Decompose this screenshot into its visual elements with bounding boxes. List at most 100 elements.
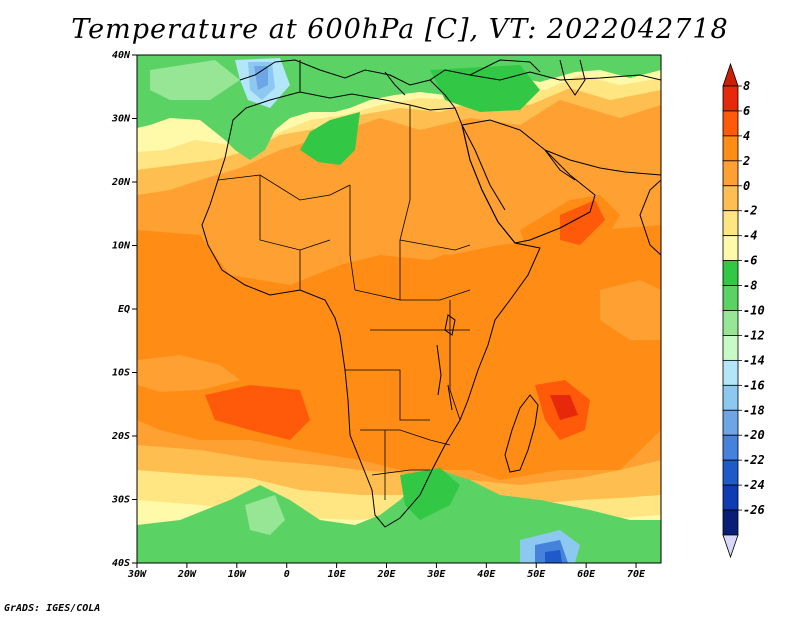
field-cold-patch xyxy=(245,495,285,535)
colorbar-label: -18 xyxy=(743,403,765,417)
lon-label: 20E xyxy=(376,569,396,580)
colorbar-label: -6 xyxy=(743,254,757,268)
levant-coastline xyxy=(429,79,456,109)
colorbar-box xyxy=(722,210,739,237)
field-band xyxy=(600,280,661,340)
colorbar-box xyxy=(722,285,739,311)
colorbar-label: 6 xyxy=(743,104,750,118)
lon-label: 60E xyxy=(577,569,596,580)
blacksea-coastline xyxy=(469,59,541,76)
border-line xyxy=(354,289,471,301)
lake-victoria xyxy=(444,314,456,336)
colorbar-label: -4 xyxy=(743,229,757,243)
lat-label: 40N xyxy=(112,50,131,61)
lat-label: 40S xyxy=(112,558,130,569)
colorbar-label: 2 xyxy=(742,154,750,168)
colorbar-box xyxy=(722,135,739,162)
colorbar-label: 8 xyxy=(743,79,750,93)
field-hot-patch xyxy=(550,395,578,420)
lake-malawi xyxy=(447,384,453,411)
field-band xyxy=(400,468,460,520)
colorbar-label: 0 xyxy=(743,179,750,193)
colorbar-label: -12 xyxy=(743,328,765,342)
colorbar-box xyxy=(722,509,739,536)
lat-label: 30S xyxy=(111,495,130,506)
field-band xyxy=(300,112,360,165)
colorbar-label: -16 xyxy=(743,378,765,392)
lat-label: 30N xyxy=(111,114,131,125)
lon-label: 40E xyxy=(477,569,496,580)
colorbar-box xyxy=(722,310,739,336)
colorbar-label: -22 xyxy=(743,453,765,467)
persia-coastline xyxy=(544,149,661,176)
colorbar-box xyxy=(722,359,739,386)
field-cold-patch xyxy=(545,550,562,563)
border-line xyxy=(217,174,351,201)
redsea-coastline xyxy=(461,124,506,211)
lat-label: 10N xyxy=(112,241,131,252)
colorbar: 8 6 4 2 0 -2 -4 -6 -8 -10 -12 -14 -16 -18 -20 -22 -24 -26 xyxy=(722,62,765,559)
chart-title: Temperature at 600hPa [C], VT: 202204271… xyxy=(71,14,729,45)
caspian-coastline xyxy=(559,59,586,96)
lon-label: 50E xyxy=(527,569,546,580)
lon-label: 0 xyxy=(284,569,290,580)
india-coastline xyxy=(639,179,661,256)
colorbar-label: -2 xyxy=(743,204,757,218)
lon-label: 10E xyxy=(328,569,347,580)
madagascar-coastline xyxy=(504,394,539,473)
colorbar-box xyxy=(722,484,739,511)
footer-credit: GrADS: IGES/COLA xyxy=(4,603,101,614)
lake-tanganyika xyxy=(436,344,442,396)
colorbar-label: -24 xyxy=(743,478,765,492)
colorbar-label: -26 xyxy=(743,503,765,517)
colorbar-box xyxy=(722,434,739,461)
field-hot-patch xyxy=(205,385,310,440)
border-line xyxy=(349,185,356,291)
lon-label: 30W xyxy=(127,569,147,580)
border-line xyxy=(345,369,430,421)
colorbar-box xyxy=(722,384,739,411)
africa-coastline xyxy=(201,91,541,528)
border-line xyxy=(360,429,451,446)
colorbar-label: -14 xyxy=(743,353,765,367)
lat-label: 10S xyxy=(112,368,130,379)
gulf-coastline xyxy=(544,149,576,181)
lat-label: 20N xyxy=(111,177,131,188)
field-hot-patch xyxy=(560,200,605,245)
lon-label: 30E xyxy=(426,569,446,580)
field-cold-patch xyxy=(254,66,268,90)
colorbar-box xyxy=(722,235,739,262)
colorbar-bottom-arrow xyxy=(722,534,739,559)
lon-label: 10W xyxy=(228,569,247,580)
colorbar-box xyxy=(722,160,739,187)
lon-label: 20W xyxy=(177,569,197,580)
colorbar-box xyxy=(722,110,739,137)
lat-label: EQ xyxy=(118,304,130,315)
colorbar-label: -8 xyxy=(743,279,757,293)
field-band xyxy=(150,60,240,100)
colorbar-box xyxy=(722,185,739,212)
border-line xyxy=(399,105,411,300)
lat-label: 20S xyxy=(111,431,130,442)
colorbar-box xyxy=(722,85,739,112)
colorbar-top-arrow xyxy=(722,62,739,87)
colorbar-box xyxy=(722,260,739,286)
border-line xyxy=(399,239,471,251)
temperature-field xyxy=(137,55,661,563)
colorbar-label: -10 xyxy=(743,304,765,318)
field-band xyxy=(300,185,470,260)
colorbar-box xyxy=(722,459,739,486)
colorbar-box xyxy=(722,335,739,361)
field-band xyxy=(137,355,240,392)
coastlines xyxy=(201,59,661,528)
border-line xyxy=(259,175,331,251)
colorbar-label: 4 xyxy=(743,129,750,143)
colorbar-box xyxy=(722,409,739,436)
arabia-coastline xyxy=(461,119,596,244)
europe-coastline xyxy=(239,59,661,86)
italy-coastline xyxy=(384,71,406,96)
border-line xyxy=(449,300,461,421)
colorbar-label: -20 xyxy=(743,428,765,442)
